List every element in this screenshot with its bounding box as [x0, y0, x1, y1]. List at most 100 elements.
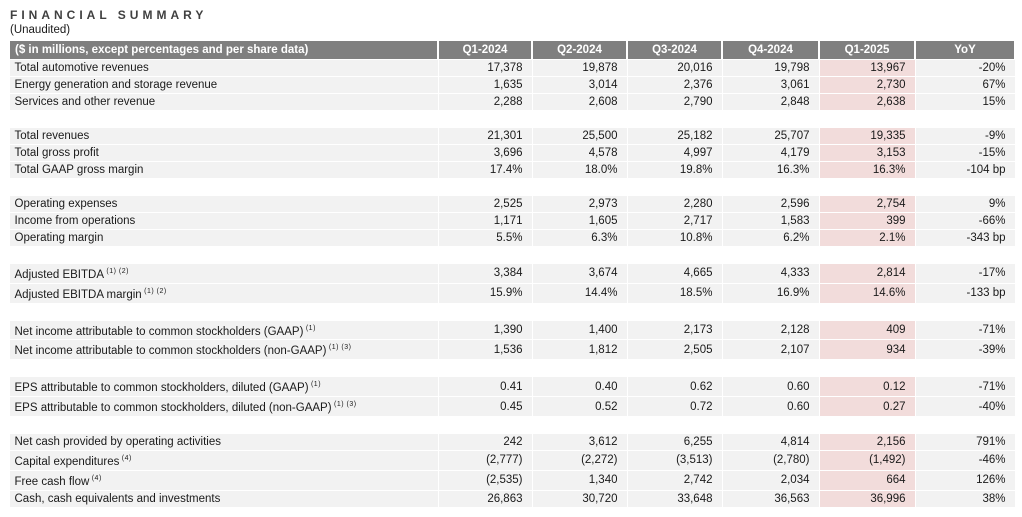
value-cell: 1,340	[531, 469, 628, 491]
value-cell: 10.8%	[626, 229, 723, 247]
row-label: EPS attributable to common stockholders,…	[8, 376, 439, 398]
value-cell: 16.3%	[721, 161, 820, 179]
yoy-cell: 15%	[914, 93, 1016, 111]
table-row: Capital expenditures (4) (2,777) (2,272) (3…	[8, 449, 1016, 471]
spacer-cell	[9, 359, 1015, 377]
value-cell: 2,173	[626, 319, 723, 341]
footnote-marker: (4)	[89, 474, 102, 482]
value-cell: 399	[818, 212, 916, 230]
value-cell: 19,798	[721, 59, 820, 77]
header-row: ($ in millions, except percentages and p…	[8, 40, 1016, 60]
value-cell: 19,878	[531, 59, 628, 77]
row-label: Total GAAP gross margin	[8, 161, 439, 179]
row-label: Operating margin	[8, 229, 439, 247]
value-cell: 2,505	[626, 339, 723, 361]
value-cell: 25,500	[531, 127, 628, 145]
spacer-cell	[9, 246, 1015, 264]
table-header: ($ in millions, except percentages and p…	[8, 40, 1016, 60]
value-cell: 16.3%	[818, 161, 916, 179]
group-spacer-row	[9, 178, 1015, 196]
value-cell: 0.62	[626, 376, 723, 398]
spacer-cell	[9, 178, 1015, 196]
value-cell: 14.6%	[818, 282, 916, 304]
value-cell: 19,335	[818, 127, 916, 145]
value-cell: 3,696	[437, 144, 533, 162]
value-cell: 2,288	[437, 93, 533, 111]
table-row: Total gross profit 3,696 4,578 4,997 4,179 3,…	[8, 144, 1016, 162]
table-row: Net cash provided by operating activitie…	[8, 432, 1016, 451]
table-row: Operating expenses 2,525 2,973 2,280 2,596 2,…	[8, 195, 1016, 213]
value-cell: 2,608	[531, 93, 628, 111]
value-cell: 36,996	[818, 489, 916, 508]
header-yoy: YoY	[914, 40, 1016, 60]
value-cell: 2,717	[626, 212, 723, 230]
value-cell: 36,563	[721, 489, 820, 508]
yoy-cell: -15%	[914, 144, 1016, 162]
table-row: Net income attributable to common stockh…	[8, 319, 1016, 341]
yoy-cell: -17%	[914, 263, 1016, 284]
page-subtitle: (Unaudited)	[10, 24, 71, 36]
footnote-marker: (4)	[119, 454, 132, 462]
yoy-cell: 38%	[914, 489, 1016, 508]
value-cell: 3,153	[818, 144, 916, 162]
group-spacer-row	[9, 110, 1015, 128]
value-cell: 2,034	[721, 469, 820, 491]
row-label: Services and other revenue	[8, 93, 439, 111]
value-cell: 4,578	[531, 144, 628, 162]
yoy-cell: -104 bp	[914, 161, 1016, 179]
page-title: FINANCIAL SUMMARY	[10, 8, 208, 22]
value-cell: 3,014	[531, 76, 628, 94]
table-row: Total automotive revenues 17,378 19,878 20,…	[8, 59, 1016, 77]
value-cell: 0.41	[437, 376, 533, 398]
yoy-cell: -343 bp	[914, 229, 1016, 247]
row-label: Adjusted EBITDA (1) (2)	[8, 263, 439, 284]
spacer-cell	[9, 110, 1015, 128]
value-cell: (3,513)	[626, 449, 723, 471]
value-cell: 18.0%	[531, 161, 628, 179]
row-label: Capital expenditures (4)	[8, 449, 439, 471]
value-cell: 664	[818, 469, 916, 491]
value-cell: 18.5%	[626, 282, 723, 304]
value-cell: 2,128	[721, 319, 820, 341]
value-cell: 4,997	[626, 144, 723, 162]
row-label: Net income attributable to common stockh…	[8, 339, 439, 361]
value-cell: 6,255	[626, 432, 723, 451]
value-cell: 0.60	[721, 396, 820, 417]
yoy-cell: -20%	[914, 59, 1016, 77]
table-row: Services and other revenue 2,288 2,608 2,79…	[8, 93, 1016, 111]
header-q1-2025: Q1-2025	[818, 40, 916, 60]
yoy-cell: -71%	[914, 376, 1016, 398]
table-row: Adjusted EBITDA margin (1) (2) 15.9% 14.4%…	[8, 282, 1016, 304]
value-cell: 3,612	[531, 432, 628, 451]
row-label: Net income attributable to common stockh…	[8, 319, 439, 341]
value-cell: 1,400	[531, 319, 628, 341]
value-cell: (2,777)	[437, 449, 533, 471]
value-cell: 33,648	[626, 489, 723, 508]
value-cell: 0.72	[626, 396, 723, 417]
value-cell: 2,754	[818, 195, 916, 213]
value-cell: 14.4%	[531, 282, 628, 304]
row-label: Total automotive revenues	[8, 59, 439, 77]
footnote-marker: (1) (3)	[326, 344, 352, 352]
value-cell: 2.1%	[818, 229, 916, 247]
yoy-cell: 67%	[914, 76, 1016, 94]
yoy-cell: -66%	[914, 212, 1016, 230]
table-row: Income from operations 1,171 1,605 2,717 1,5…	[8, 212, 1016, 230]
value-cell: 2,525	[437, 195, 533, 213]
yoy-cell: -9%	[914, 127, 1016, 145]
value-cell: 16.9%	[721, 282, 820, 304]
value-cell: 13,967	[818, 59, 916, 77]
row-label: Net cash provided by operating activitie…	[8, 432, 439, 451]
group-spacer-row	[9, 359, 1015, 377]
row-label: Total revenues	[8, 127, 439, 145]
yoy-cell: -46%	[914, 449, 1016, 471]
group-spacer-row	[9, 246, 1015, 264]
value-cell: 5.5%	[437, 229, 533, 247]
yoy-cell: 9%	[914, 195, 1016, 213]
value-cell: 242	[437, 432, 533, 451]
financial-summary-table: ($ in millions, except percentages and p…	[8, 40, 1016, 508]
spacer-cell	[9, 416, 1015, 434]
value-cell: 2,596	[721, 195, 820, 213]
value-cell: 0.45	[437, 396, 533, 417]
header-q2-2024: Q2-2024	[531, 40, 628, 60]
